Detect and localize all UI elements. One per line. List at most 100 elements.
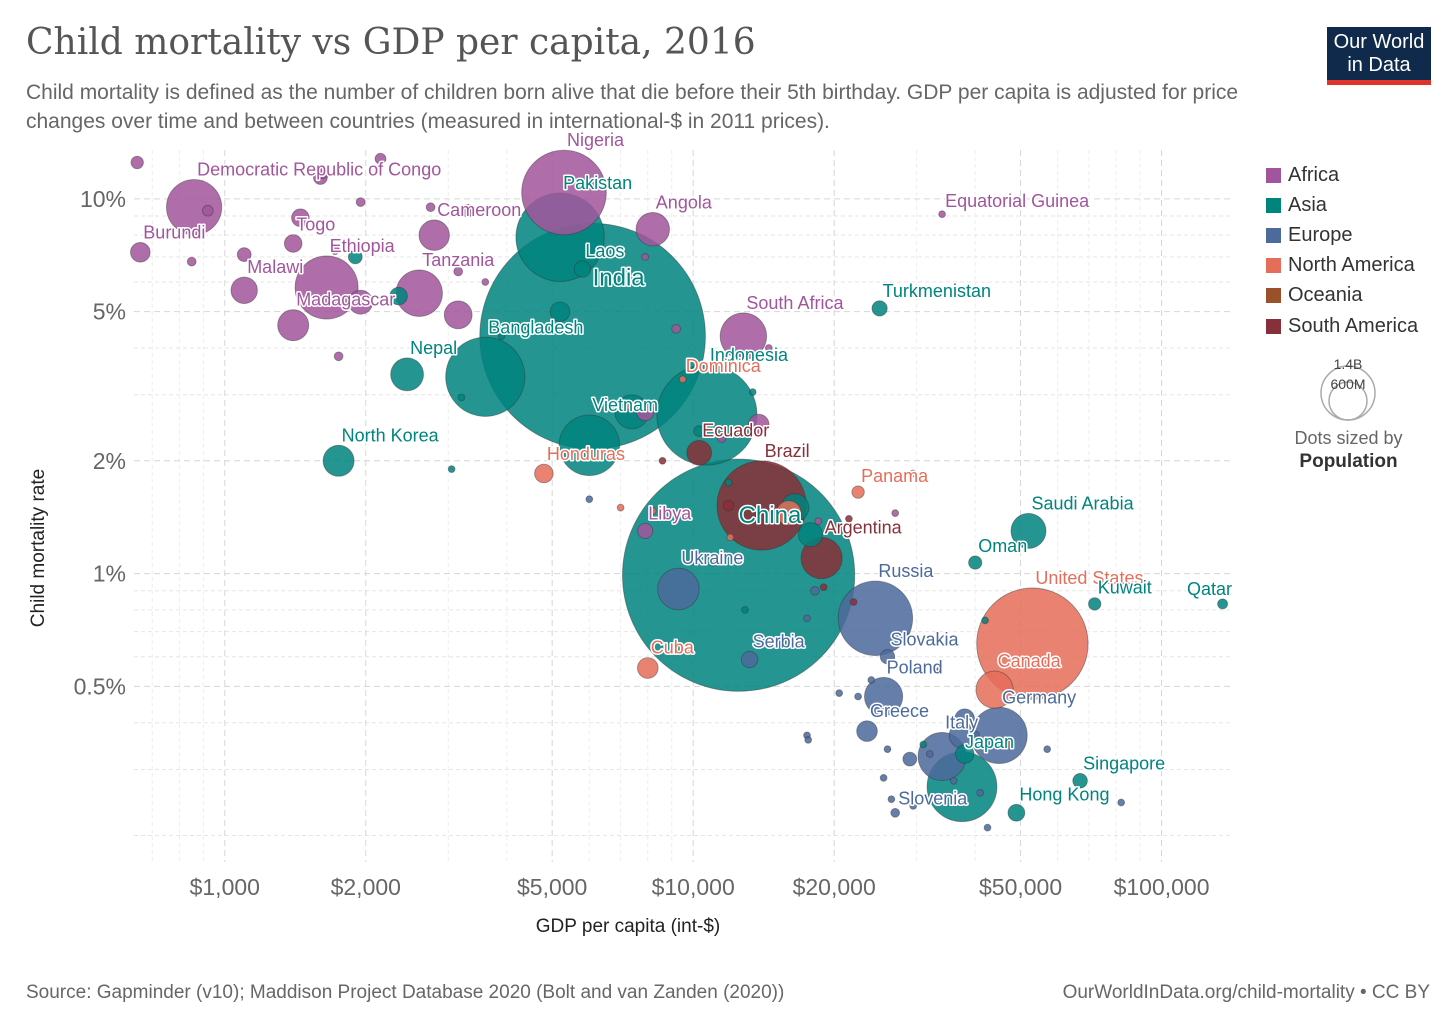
point-cameroon xyxy=(418,219,450,251)
point-label: Laos xyxy=(585,241,624,261)
point-label: Hong Kong xyxy=(1019,784,1109,804)
point xyxy=(1043,745,1052,754)
point xyxy=(355,197,366,207)
legend-item-africa[interactable]: Africa xyxy=(1266,160,1446,190)
point xyxy=(810,585,820,596)
point-dominica xyxy=(678,375,687,384)
chart-subtitle: Child mortality is defined as the number… xyxy=(26,81,1239,133)
point-madagascar xyxy=(277,309,310,342)
point-qatar xyxy=(1217,598,1229,610)
legend-item-asia[interactable]: Asia xyxy=(1266,190,1446,220)
legend-item-south-america[interactable]: South America xyxy=(1266,311,1446,341)
point xyxy=(814,517,823,526)
point xyxy=(549,301,571,322)
point-label: Slovakia xyxy=(891,630,960,650)
point-label: India xyxy=(593,264,646,291)
legend-swatch xyxy=(1266,167,1281,183)
point-label: Equatorial Guinea xyxy=(945,191,1090,211)
point xyxy=(902,632,911,641)
legend-swatch xyxy=(1266,318,1281,334)
point xyxy=(641,253,650,261)
point-label: Bangladesh xyxy=(488,317,583,337)
point xyxy=(201,204,214,217)
x-tick-label: $10,000 xyxy=(652,874,735,900)
size-legend: 1.4B 600M xyxy=(1266,350,1431,427)
point xyxy=(867,676,876,684)
point-canada xyxy=(975,670,1014,709)
point-hong-kong xyxy=(1007,803,1026,822)
legend-item-north-america[interactable]: North America xyxy=(1266,251,1446,281)
point-label: Italy xyxy=(945,713,978,733)
point xyxy=(747,413,770,436)
point-democratic-republic-of-congo xyxy=(166,179,223,236)
point xyxy=(804,736,813,744)
point xyxy=(497,332,506,341)
credit-link[interactable]: OurWorldInData.org/child-mortality • CC … xyxy=(1062,982,1430,1003)
x-tick-label: $50,000 xyxy=(979,874,1062,900)
point-label: Germany xyxy=(1002,687,1076,707)
point-russia xyxy=(837,580,914,656)
point-saudi-arabia xyxy=(1010,512,1047,549)
legend-label: Europe xyxy=(1288,223,1353,246)
point xyxy=(891,509,900,517)
point-label: Democratic Republic of Congo xyxy=(197,160,441,180)
point xyxy=(716,433,727,443)
point xyxy=(854,692,862,701)
point xyxy=(741,606,749,614)
point-label: Singapore xyxy=(1083,754,1165,774)
point xyxy=(635,402,655,422)
legend-swatch xyxy=(1266,288,1281,304)
point xyxy=(909,469,918,478)
point-label: Indonesia xyxy=(710,345,789,365)
x-axis-label: GDP per capita (int-$) xyxy=(536,916,720,937)
point-label: Panama xyxy=(861,466,929,486)
point-label: United States xyxy=(1035,568,1143,588)
point xyxy=(883,745,892,754)
point-nigeria xyxy=(521,149,607,236)
point xyxy=(902,751,918,767)
point xyxy=(879,774,888,782)
point-label: Japan xyxy=(965,732,1014,752)
legend-item-europe[interactable]: Europe xyxy=(1266,220,1446,250)
x-tick-label: $20,000 xyxy=(793,874,876,900)
point-equatorial-guinea xyxy=(938,210,946,219)
point-label: Nigeria xyxy=(567,130,625,150)
point xyxy=(708,558,717,567)
point-bangladesh xyxy=(445,336,526,417)
point xyxy=(970,730,981,741)
x-tick-label: $100,000 xyxy=(1114,874,1210,900)
point xyxy=(130,155,144,170)
point xyxy=(949,776,958,785)
point xyxy=(333,351,344,362)
x-tick-label: $5,000 xyxy=(517,874,587,900)
legend-swatch xyxy=(1266,227,1281,243)
point xyxy=(925,750,934,758)
point xyxy=(671,323,682,334)
point-turkmenistan xyxy=(871,300,888,317)
legend-label: Africa xyxy=(1288,163,1340,186)
point-slovenia xyxy=(890,807,901,818)
point-ethiopia xyxy=(294,255,359,320)
point-label: Libya xyxy=(648,503,692,523)
legend-label: Oceania xyxy=(1288,284,1363,307)
data-points xyxy=(130,149,1229,832)
point xyxy=(726,533,735,542)
size-legend-small-label: 600M xyxy=(1330,376,1365,392)
point xyxy=(625,402,634,410)
point-label: North Korea xyxy=(342,425,440,445)
point xyxy=(693,425,706,437)
point xyxy=(983,823,992,832)
y-tick-label: 1% xyxy=(93,561,126,587)
size-note-line-2: Population xyxy=(1299,451,1398,472)
axis-ticks: 0.5% 1% 2% 5% 10% $1,000 $2,000 $5,000 $10,000 $2… xyxy=(74,186,1210,900)
size-note-line-1: Dots sized by xyxy=(1294,428,1403,448)
point xyxy=(764,344,773,352)
point-label: Honduras xyxy=(547,444,625,464)
point xyxy=(481,278,490,286)
point-label: Vietnam xyxy=(592,395,658,415)
owid-logo[interactable]: Our World in Data xyxy=(1327,27,1431,85)
legend-item-oceania[interactable]: Oceania xyxy=(1266,281,1446,311)
point xyxy=(954,744,975,764)
y-axis-label: Child mortality rate xyxy=(28,469,49,627)
